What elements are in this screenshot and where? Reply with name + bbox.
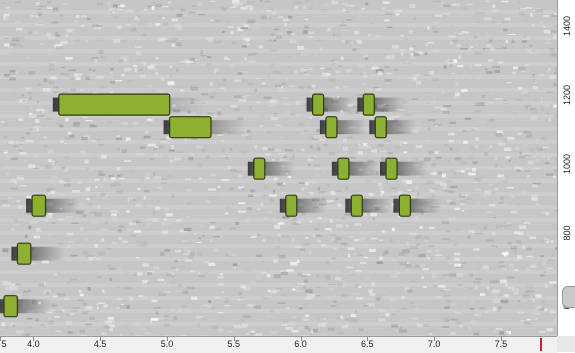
time-tick-label: 7.5 bbox=[495, 339, 508, 349]
note-blob-9[interactable] bbox=[338, 158, 349, 179]
note-blob-14[interactable] bbox=[399, 195, 410, 216]
pitch-tick-label: 800 bbox=[562, 224, 572, 242]
note-blob-8[interactable] bbox=[326, 117, 337, 138]
time-tick-label: 6.5 bbox=[361, 339, 374, 349]
pitch-tick-label: 1000 bbox=[562, 156, 572, 174]
time-tick-label: 5 bbox=[1, 339, 6, 349]
time-tick-label: 4.5 bbox=[94, 339, 107, 349]
note-blob-7[interactable] bbox=[313, 94, 324, 115]
note-blob-12[interactable] bbox=[375, 117, 386, 138]
time-tick-label: 5.5 bbox=[227, 339, 240, 349]
playhead-marker[interactable] bbox=[540, 338, 542, 351]
note-blob-0[interactable] bbox=[4, 296, 17, 317]
note-blob-5[interactable] bbox=[254, 158, 265, 179]
note-blob-2[interactable] bbox=[32, 195, 45, 216]
note-blob-3[interactable] bbox=[59, 94, 170, 115]
note-blob-4[interactable] bbox=[170, 117, 211, 138]
time-tick-label: 6.0 bbox=[294, 339, 307, 349]
note-blob-10[interactable] bbox=[351, 195, 362, 216]
pitch-tick-label: 1400 bbox=[562, 18, 572, 36]
note-blob-11[interactable] bbox=[363, 94, 374, 115]
pitch-tick-label: 1200 bbox=[562, 87, 572, 105]
time-tick-label: 7.0 bbox=[428, 339, 441, 349]
time-ruler[interactable]: 5 4.0 4.5 5.0 5.5 6.0 6.5 7.0 7.5 bbox=[0, 336, 557, 353]
vertical-scroll-handle[interactable] bbox=[562, 286, 575, 308]
spectrogram-canvas[interactable] bbox=[0, 0, 557, 336]
note-blob-6[interactable] bbox=[286, 195, 297, 216]
note-blob-13[interactable] bbox=[386, 158, 397, 179]
time-tick-label: 5.0 bbox=[161, 339, 174, 349]
note-blob-1[interactable] bbox=[17, 243, 30, 264]
corner-box bbox=[557, 336, 575, 352]
time-tick-label: 4.0 bbox=[27, 339, 40, 349]
